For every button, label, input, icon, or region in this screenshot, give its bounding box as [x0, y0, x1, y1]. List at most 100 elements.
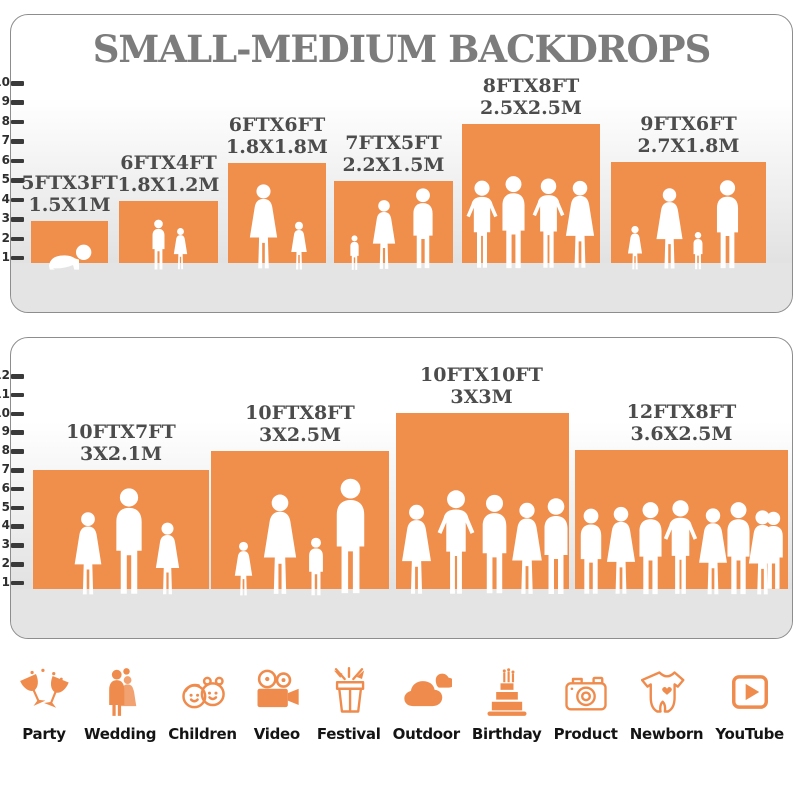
ruler-tick-label: 11: [0, 386, 10, 401]
size-panel-small-medium: SMALL-MEDIUM BACKDROPS 5FTX3FT 1.5X1M 6F…: [10, 14, 793, 313]
category-birthday: Birthday: [472, 666, 542, 743]
people-silhouette-family-four: [627, 180, 739, 270]
category-wedding: Wedding: [84, 666, 156, 743]
floor-strip: [11, 263, 792, 312]
ruler-tick-label: 3: [1, 537, 10, 552]
category-label: Birthday: [471, 725, 542, 743]
people-silhouette-family-three: [350, 188, 433, 270]
backdrop-block-9x6: [611, 162, 766, 270]
backdrop-block-10x7: [33, 470, 209, 595]
size-m-text: 1.5X1M: [28, 193, 111, 216]
category-youtube: YouTube: [715, 666, 784, 743]
backdrop-block-10x8: [211, 451, 389, 596]
people-silhouette-group: [402, 490, 568, 594]
size-m-text: 3X3M: [450, 385, 513, 408]
size-m-text: 3.6X2.5M: [630, 422, 733, 445]
size-m-text: 3X2.1M: [79, 442, 163, 465]
people-silhouette-mother-child: [249, 184, 307, 270]
ruler-tick-label: 7: [1, 462, 10, 476]
ruler-tick-label: 9: [1, 424, 10, 439]
size-ft-text: 6FTX4FT: [120, 152, 217, 175]
people-silhouette-two-children: [152, 219, 188, 270]
video-camera-icon: [257, 669, 299, 708]
ruler-tick-label: 8: [1, 443, 10, 458]
size-m-text: 1.8X1.2M: [117, 173, 220, 196]
category-video: Video: [249, 666, 305, 743]
ruler-tick-label: 3: [1, 211, 10, 226]
ruler-tick-label: 9: [1, 94, 10, 109]
size-ft-text: 10FTX10FT: [420, 364, 543, 387]
ruler-tick-label: 4: [1, 191, 10, 206]
size-m-text: 2.7X1.8M: [637, 134, 740, 157]
gift-box-icon: [333, 666, 364, 713]
size-ft-text: 7FTX5FT: [345, 132, 442, 155]
size-m-text: 1.8X1.8M: [226, 135, 328, 158]
ruler-tick-label: 7: [1, 133, 10, 148]
backdrop-block-12x8: [575, 450, 788, 595]
backdrop-size-label: 10FTX7FT 3X2.1M: [11, 421, 239, 465]
category-label: Video: [253, 725, 301, 743]
ruler-tick-label: 1: [1, 574, 10, 589]
people-silhouette-family-three: [74, 488, 180, 595]
backdrop-size-label: 9FTX6FT 2.7X1.8M: [581, 113, 792, 157]
people-silhouette-family-four: [234, 478, 365, 596]
party-icon: [20, 668, 69, 708]
backdrop-block-5x3: [31, 221, 108, 270]
backdrop-size-label: 12FTX8FT 3.6X2.5M: [545, 401, 792, 445]
ruler-tick-label: 8: [1, 113, 10, 128]
category-label: Festival: [316, 725, 381, 743]
ruler-tick-label: 2: [1, 556, 10, 570]
ruler-tick-label: 1: [1, 249, 10, 264]
clouds-icon: [404, 673, 453, 707]
size-m-text: 3X2.5M: [258, 423, 342, 446]
size-m-text: 2.5X2.5M: [480, 96, 582, 119]
wedding-couple-icon: [109, 668, 137, 716]
backdrop-size-label: 6FTX6FT 1.8X1.8M: [198, 115, 356, 158]
category-label: Outdoor: [392, 725, 461, 743]
size-ft-text: 12FTX8FT: [626, 401, 737, 424]
backdrop-block-7x5: [334, 181, 453, 270]
backdrop-size-label: 6FTX4FT 1.8X1.2M: [89, 153, 248, 196]
people-silhouette-baby: [49, 244, 92, 270]
ruler-tick-label: 5: [1, 172, 10, 187]
size-panel-large: 10FTX7FT 3X2.1M 10FTX8FT 3X2.5M 10FTX10F…: [10, 337, 793, 639]
category-label: Party: [22, 725, 66, 743]
ruler-tick-label: 6: [1, 152, 10, 167]
backdrop-size-label: 7FTX5FT 2.2X1.5M: [304, 133, 483, 176]
size-m-text: 2.2X1.5M: [342, 153, 445, 176]
category-label: Children: [168, 725, 237, 743]
backdrop-block-6x6: [228, 163, 326, 270]
category-newborn: Newborn: [630, 666, 704, 743]
category-row: Party Wedding: [16, 666, 784, 743]
ruler-tick-label: 12: [0, 368, 10, 382]
category-children: Children: [168, 666, 237, 743]
ruler-tick-label: 10: [0, 75, 10, 89]
ruler-tick-label: 4: [1, 518, 10, 533]
size-ft-text: 6FTX6FT: [228, 114, 326, 137]
backdrop-block-10x10: [396, 413, 569, 594]
camera-icon: [564, 676, 607, 711]
backdrop-size-label: 10FTX8FT 3X2.5M: [181, 403, 419, 446]
size-ft-text: 10FTX8FT: [245, 402, 355, 425]
size-ft-text: 10FTX7FT: [66, 421, 176, 444]
backdrop-size-label: 8FTX8FT 2.5X2.5M: [432, 76, 630, 119]
backdrop-block-8x8: [462, 124, 600, 269]
backdrop-size-label: 10FTX10FT 3X3M: [364, 365, 599, 408]
people-silhouette-crowd: [580, 500, 783, 595]
ruler-tick-label: 5: [1, 499, 10, 514]
category-product: Product: [554, 666, 618, 743]
category-festival: Festival: [317, 666, 381, 743]
people-silhouette-four-adults: [466, 176, 595, 269]
size-ft-text: 5FTX3FT: [21, 172, 118, 195]
floor-strip: [11, 589, 792, 638]
baby-onesie-icon: [640, 671, 684, 713]
size-ft-text: 9FTX6FT: [640, 113, 737, 136]
category-label: Wedding: [84, 725, 157, 743]
ruler-tick-label: 2: [1, 230, 10, 245]
ruler-tick-label: 6: [1, 480, 10, 495]
category-party: Party: [16, 666, 72, 743]
backdrop-size-label: 5FTX3FT 1.5X1M: [11, 172, 138, 216]
children-faces-icon: [181, 676, 225, 709]
size-ft-text: 8FTX8FT: [482, 75, 580, 98]
